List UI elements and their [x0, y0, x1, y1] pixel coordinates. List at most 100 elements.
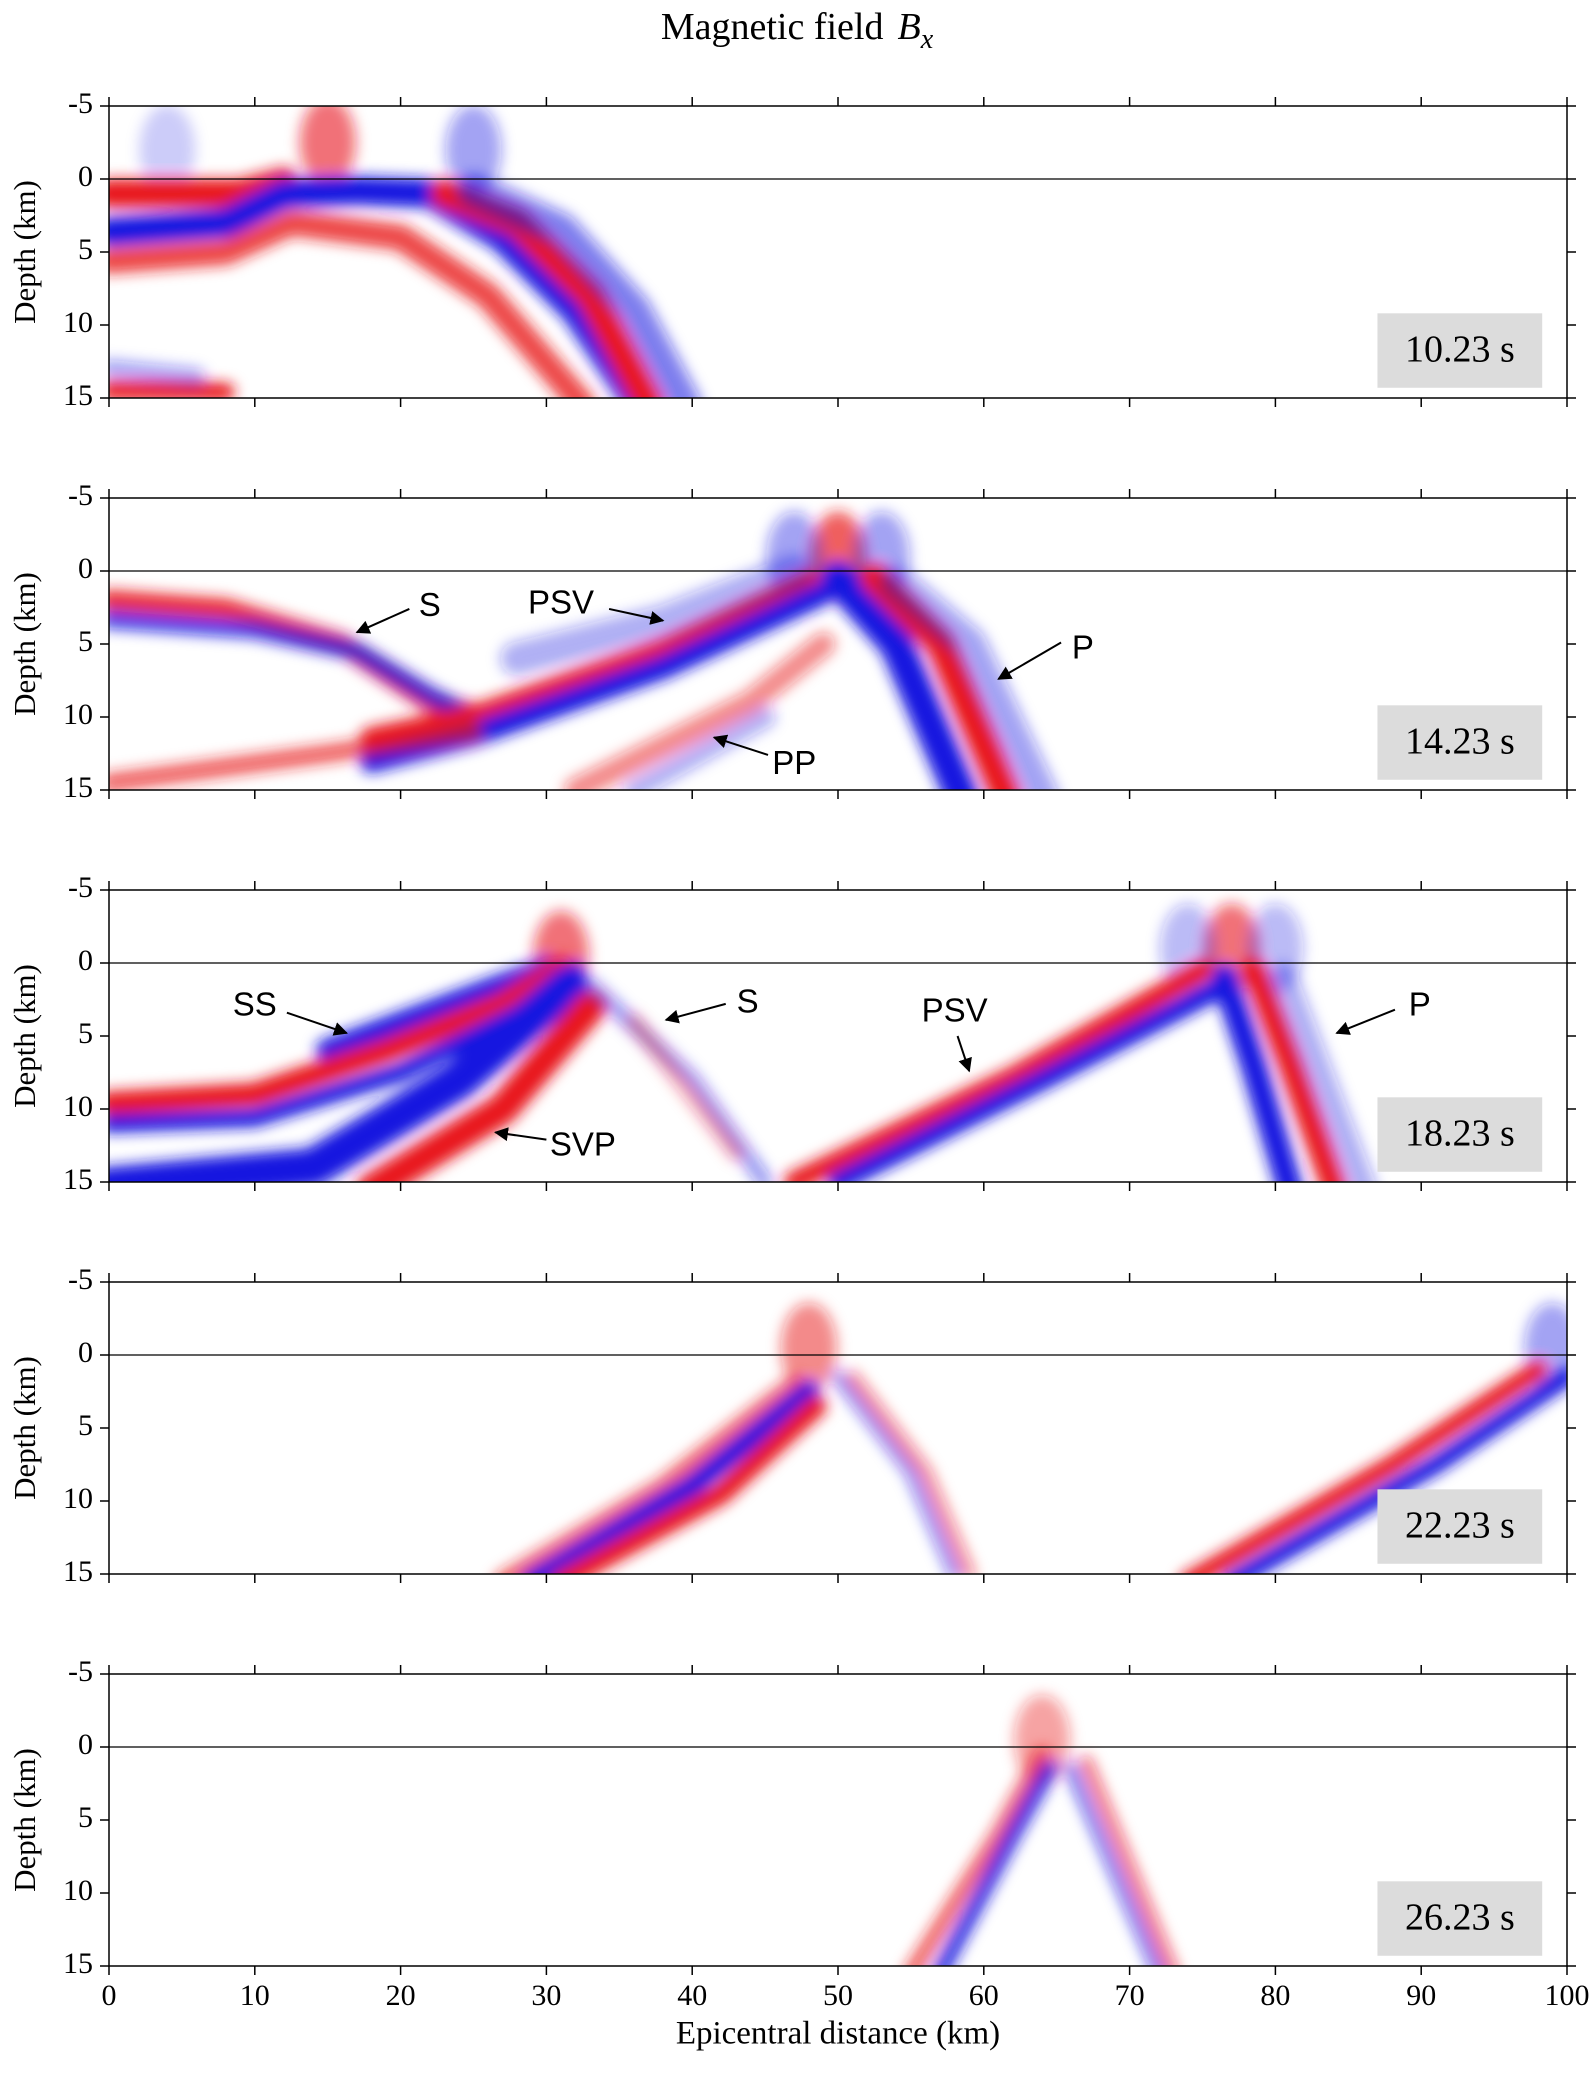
wave-band [1064, 1762, 1163, 1966]
time-box [1377, 1489, 1543, 1564]
wave-band [1211, 964, 1302, 1182]
wave-band [109, 965, 588, 1182]
annotation-arrow [355, 608, 410, 634]
wave-band [563, 632, 836, 790]
y-tick-label: 5 [78, 1409, 93, 1442]
wave-band [109, 209, 594, 398]
wave-band [109, 955, 573, 1115]
wave-group [109, 511, 1058, 790]
wave-annotation: PSV [528, 583, 594, 620]
y-tick-label: 0 [78, 944, 93, 977]
surface-lobe [1014, 1694, 1071, 1785]
wave-annotation: SVP [550, 1126, 616, 1163]
surface-lobe [445, 106, 502, 195]
y-tick-label: 10 [63, 698, 93, 731]
y-axis-label: Depth (km) [7, 1356, 42, 1500]
x-tick-label: 70 [1115, 1979, 1145, 2012]
annotation-arrow [493, 1127, 547, 1142]
x-tick-label: 60 [969, 1979, 999, 2012]
wave-band [316, 957, 559, 1063]
time-label: 14.23 s [1405, 720, 1515, 762]
y-tick-label: 0 [78, 160, 93, 193]
annotation-arrow [608, 607, 665, 625]
surface-lobe [139, 106, 196, 195]
annotation-arrow [712, 734, 769, 756]
y-tick-label: 15 [63, 1163, 93, 1196]
y-tick-label: 5 [78, 625, 93, 658]
y-tick-label: 15 [63, 1947, 93, 1980]
x-tick-label: 0 [102, 1979, 117, 2012]
y-tick-label: -5 [68, 871, 93, 904]
wavefield [906, 1694, 1178, 1966]
y-tick-label: 0 [78, 1336, 93, 1369]
y-tick-label: 10 [63, 1482, 93, 1515]
time-box [1377, 1097, 1543, 1172]
wave-band [821, 561, 978, 790]
y-tick-label: -5 [68, 87, 93, 120]
wavefield [109, 106, 701, 398]
wave-group [497, 1302, 1567, 1574]
wave-band [1241, 958, 1344, 1182]
y-tick-label: 10 [63, 1090, 93, 1123]
y-axis-label: Depth (km) [7, 964, 42, 1108]
x-tick-label: 40 [677, 1979, 707, 2012]
wave-band [879, 565, 1058, 790]
wave-band [827, 978, 1228, 1182]
wave-group [109, 106, 701, 398]
annotation-arrow [956, 1035, 972, 1073]
plot-frame [108, 1281, 1568, 1575]
plot-frame [108, 1673, 1568, 1967]
time-box [1377, 1881, 1543, 1956]
panel: 0 10 20 30 40 50 60 70 80 90 100 -5 0 5 10 15 Depth (km)… [7, 1655, 1589, 2052]
wave-band [935, 1761, 1058, 1966]
time-label: 10.23 s [1405, 328, 1515, 370]
x-tick-label: 50 [823, 1979, 853, 2012]
surface-lobe [299, 106, 356, 188]
wave-band [846, 1370, 976, 1574]
x-tick-label: 20 [386, 1979, 416, 2012]
wave-band [357, 991, 606, 1182]
x-tick-label: 10 [240, 1979, 270, 2012]
x-tick-label: 100 [1545, 1979, 1590, 2012]
time-box [1377, 313, 1543, 388]
y-axis-label: Depth (km) [7, 572, 42, 716]
y-tick-label: -5 [68, 1655, 93, 1688]
y-tick-label: -5 [68, 1263, 93, 1296]
wavefield [109, 903, 1376, 1182]
wave-annotation: PSV [922, 991, 988, 1028]
x-tick-label: 80 [1260, 1979, 1290, 2012]
wave-band [109, 610, 469, 719]
annotation-arrow [997, 641, 1062, 680]
wave-band [783, 959, 1213, 1182]
y-tick-label: 15 [63, 771, 93, 804]
wave-annotation: S [737, 983, 759, 1020]
wavefield [109, 511, 1058, 790]
wave-band [359, 570, 821, 751]
y-tick-label: 5 [78, 233, 93, 266]
wave-group [906, 1694, 1178, 1966]
x-tick-label: 30 [531, 1979, 561, 2012]
panel: -5 0 5 10 15 Depth (km) 22.23 s [7, 1263, 1576, 1588]
y-tick-label: 15 [63, 1555, 93, 1588]
x-axis-label: Epicentral distance (km) [676, 2016, 1000, 2052]
time-label: 26.23 s [1405, 1896, 1515, 1938]
y-tick-label: 0 [78, 1728, 93, 1761]
y-axis-label: Depth (km) [7, 1748, 42, 1892]
annotation-arrow [1335, 1008, 1396, 1035]
wave-band [831, 1370, 962, 1574]
wave-annotation: P [1072, 629, 1094, 666]
x-tick-label: 90 [1406, 1979, 1436, 2012]
figure-title: Magnetic field Bx [661, 6, 934, 56]
wave-band [623, 706, 776, 790]
wave-band [1268, 963, 1376, 1182]
y-tick-label: 15 [63, 379, 93, 412]
y-tick-label: -5 [68, 479, 93, 512]
wave-band [497, 1375, 804, 1574]
panel: -5 0 5 10 15 Depth (km) 10.23 s [7, 87, 1576, 412]
wave-band [553, 1395, 827, 1574]
wave-band [1182, 1360, 1547, 1574]
wave-band [109, 176, 649, 398]
